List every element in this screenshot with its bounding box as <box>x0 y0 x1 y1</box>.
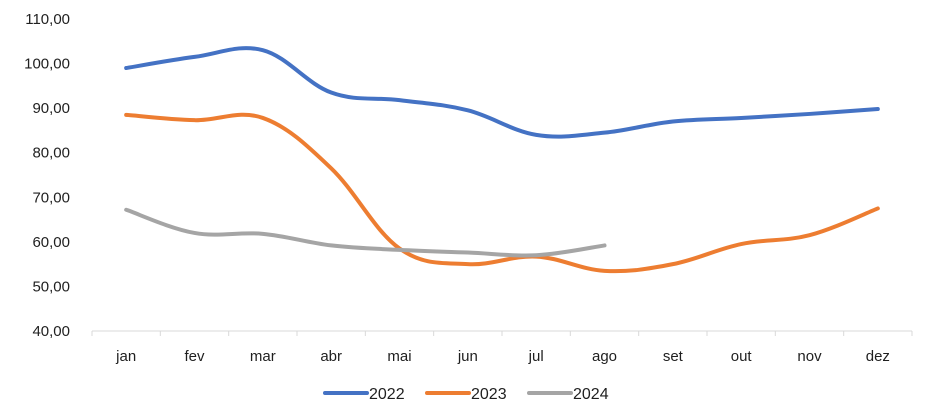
y-tick-label: 70,00 <box>32 189 70 206</box>
y-tick-label: 90,00 <box>32 100 70 117</box>
series-line-2024 <box>124 207 607 258</box>
y-axis: 40,00 50,00 60,00 70,00 80,00 90,00 100,00 110,… <box>24 11 70 340</box>
series-line-2022 <box>124 46 880 139</box>
y-tick-label: 50,00 <box>32 278 70 295</box>
legend-label-2022: 2022 <box>369 386 405 403</box>
legend: 2022 2023 2024 <box>323 386 609 403</box>
x-tick-label: jul <box>528 348 544 365</box>
x-tick-label: nov <box>797 348 822 365</box>
x-axis: jan fev mar abr mai jun jul ago set out nov dez <box>91 330 913 365</box>
x-tick-label: abr <box>320 348 342 365</box>
x-tick-label: dez <box>866 348 890 365</box>
x-tick-label: ago <box>592 348 617 365</box>
series-line-2023 <box>124 112 880 274</box>
x-tick-label: out <box>731 348 753 365</box>
y-tick-label: 40,00 <box>32 323 70 340</box>
series-layer <box>124 46 880 274</box>
x-tick-label: mai <box>387 348 411 365</box>
x-tick-label: jan <box>115 348 136 365</box>
y-tick-label: 60,00 <box>32 234 70 251</box>
x-tick-label: jun <box>457 348 478 365</box>
x-tick-label: mar <box>250 348 276 365</box>
legend-label-2023: 2023 <box>471 386 507 403</box>
y-tick-label: 80,00 <box>32 145 70 162</box>
legend-label-2024: 2024 <box>573 386 609 403</box>
x-tick-label: fev <box>184 348 205 365</box>
y-tick-label: 100,00 <box>24 56 70 73</box>
x-tick-label: set <box>663 348 684 365</box>
y-tick-label: 110,00 <box>25 11 70 28</box>
